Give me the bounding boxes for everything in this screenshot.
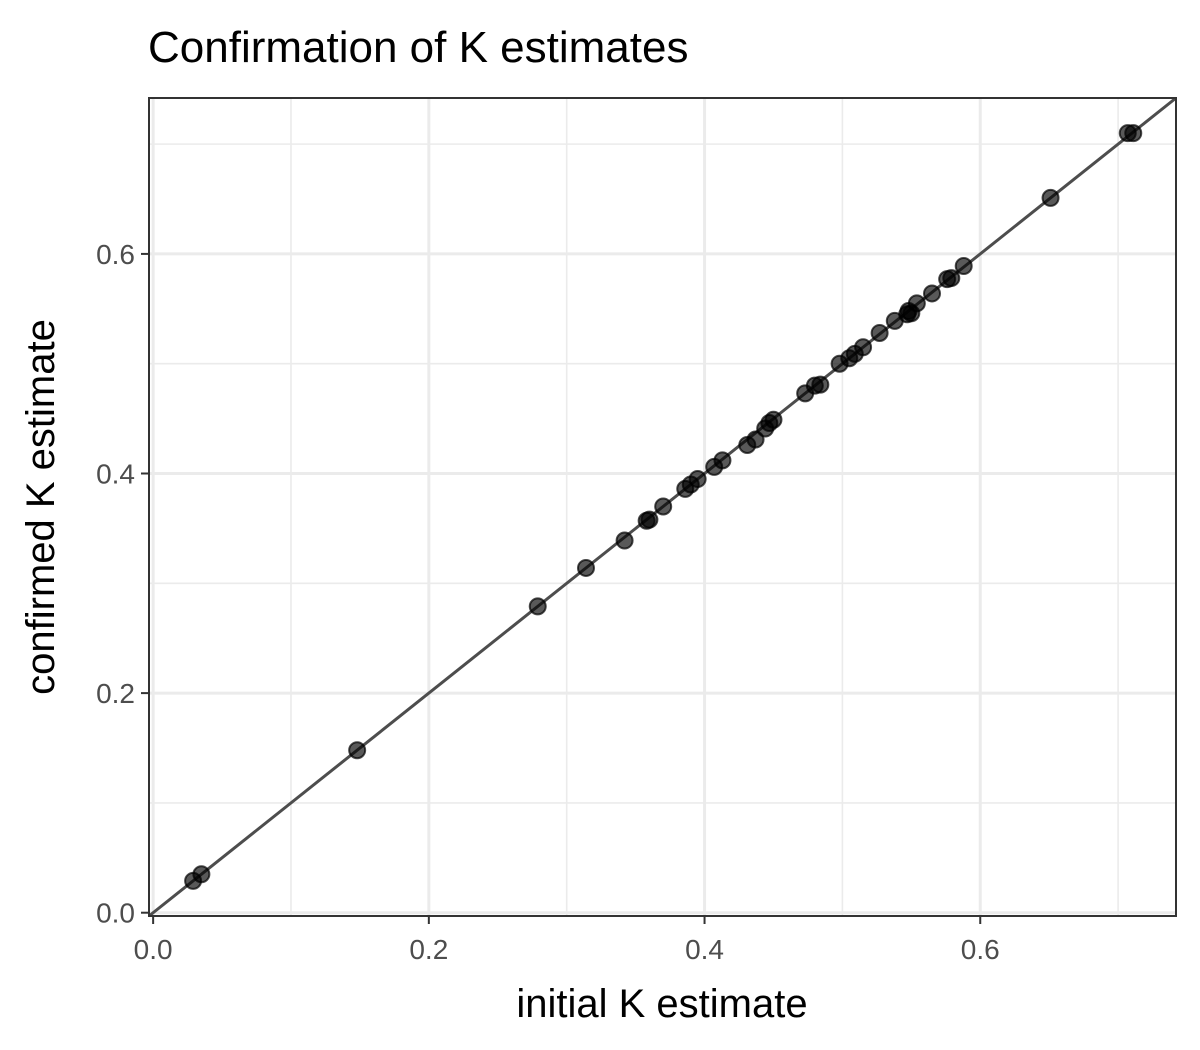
data-point	[528, 597, 547, 616]
x-axis-title: initial K estimate	[516, 982, 807, 1026]
data-point	[348, 741, 367, 760]
data-point	[870, 323, 889, 342]
data-point	[1124, 124, 1143, 143]
gridlines	[149, 98, 1176, 916]
y-tick-label: 0.4	[96, 459, 135, 490]
data-point	[942, 269, 961, 288]
x-tick-label: 0.0	[134, 934, 173, 965]
y-tick-label: 0.0	[96, 898, 135, 929]
data-point	[954, 256, 973, 275]
data-point	[923, 284, 942, 303]
x-axis-ticks: 0.0 0.2 0.4 0.6	[134, 916, 1000, 965]
data-points	[184, 124, 1143, 890]
data-point	[688, 470, 707, 489]
x-tick-label: 0.4	[685, 934, 724, 965]
x-tick-label: 0.6	[961, 934, 1000, 965]
chart-title: Confirmation of K estimates	[148, 23, 688, 72]
y-axis-ticks: 0.0 0.2 0.4 0.6	[96, 239, 149, 929]
data-point	[576, 558, 595, 577]
data-point	[854, 338, 873, 357]
data-point	[654, 497, 673, 516]
x-tick-label: 0.2	[409, 934, 448, 965]
data-point	[811, 375, 830, 394]
y-tick-label: 0.6	[96, 239, 135, 270]
panel-border	[148, 97, 1177, 917]
data-point	[713, 451, 732, 470]
data-point	[192, 865, 211, 884]
data-point	[1041, 188, 1060, 207]
data-point	[764, 410, 783, 429]
data-point	[640, 510, 659, 529]
y-tick-label: 0.2	[96, 678, 135, 709]
y-axis-title: confirmed K estimate	[19, 319, 63, 695]
data-point	[907, 294, 926, 313]
data-point	[615, 531, 634, 550]
